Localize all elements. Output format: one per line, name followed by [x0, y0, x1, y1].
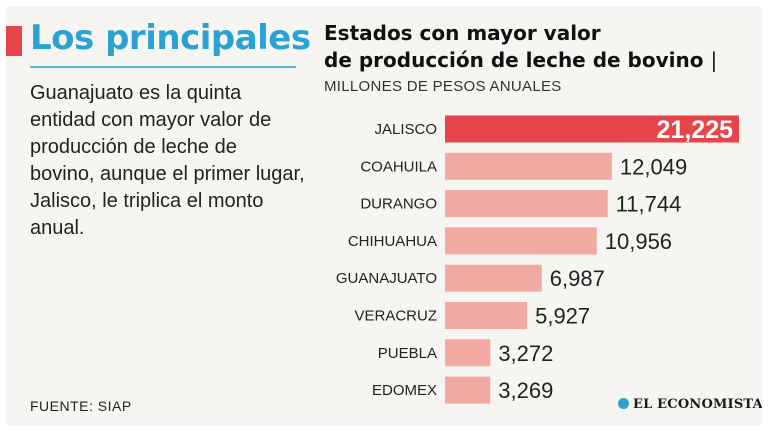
bar-jalisco	[445, 115, 739, 143]
source-credit: FUENTE: SIAP	[30, 398, 132, 414]
value-label: 21,225	[657, 116, 734, 144]
el-economista-logo: EL ECONOMISTA	[618, 397, 762, 412]
category-label: PUEBLA	[378, 345, 437, 362]
chart-title-line2: de producción de leche de bovino	[324, 48, 704, 72]
bar-chart: JALISCO 21,225 COAHUILA 12,049 DURANGO 11,744…	[336, 115, 739, 404]
headline: Los principales	[30, 18, 311, 58]
value-label: 3,269	[498, 378, 553, 403]
bar-coahuila	[445, 152, 612, 180]
category-label: CHIHUAHUA	[348, 233, 437, 250]
value-label: 10,956	[605, 229, 672, 254]
category-label: VERACRUZ	[354, 308, 437, 325]
chart-title: Estados con mayor valor de producción de…	[324, 20, 717, 74]
category-label: DURANGO	[360, 196, 437, 213]
category-label: EDOMEX	[372, 382, 437, 399]
accent-mark	[6, 26, 22, 56]
description-text: Guanajuato es la quinta entidad con mayo…	[30, 82, 305, 239]
value-label: 12,049	[620, 154, 687, 179]
bar-chihuahua	[445, 227, 597, 255]
bar-durango	[445, 190, 608, 218]
infographic-card: Los principales Guanajuato es la quinta …	[6, 6, 762, 426]
bar-edomex	[445, 376, 491, 404]
category-label: GUANAJUATO	[336, 270, 437, 287]
chart-title-line1: Estados con mayor valor	[324, 21, 601, 45]
value-label: 5,927	[535, 304, 590, 329]
bar-veracruz	[445, 302, 528, 329]
value-label: 6,987	[550, 266, 605, 291]
value-label: 3,272	[498, 341, 553, 366]
category-label: JALISCO	[374, 121, 437, 138]
bar-puebla	[445, 339, 491, 367]
logo-text: EL ECONOMISTA	[633, 397, 762, 412]
chart-title-separator: |	[710, 48, 718, 72]
value-label: 11,744	[616, 192, 682, 217]
headline-rule	[30, 66, 296, 68]
chart-subtitle: MILLONES DE PESOS ANUALES	[324, 78, 562, 95]
category-label: COAHUILA	[360, 158, 437, 175]
logo-icon	[618, 398, 629, 409]
bar-guanajuato	[445, 264, 542, 292]
